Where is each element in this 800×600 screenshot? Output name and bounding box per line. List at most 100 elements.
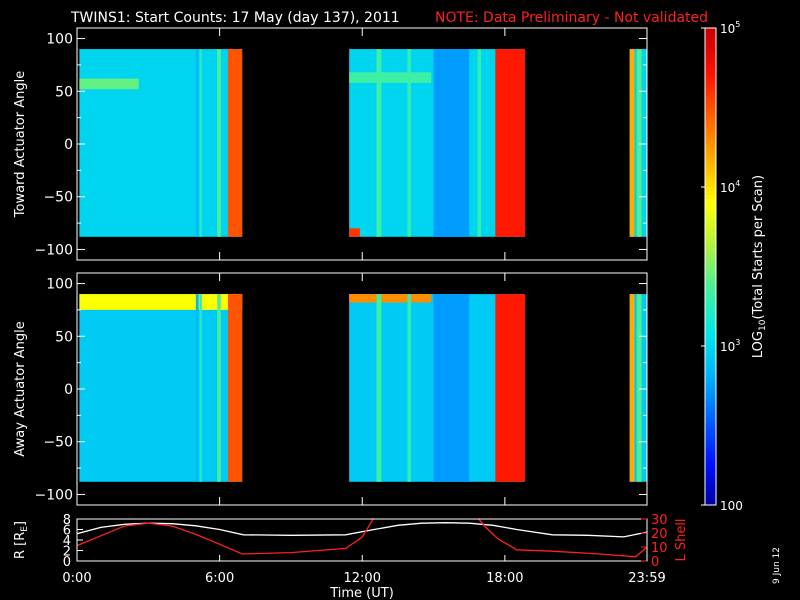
colorbar-segment	[705, 286, 716, 291]
colorbar-segment	[705, 441, 716, 446]
colorbar-segment	[705, 230, 716, 236]
colorbar-segment	[705, 369, 716, 375]
heatmap-angle-band	[349, 228, 360, 237]
colorbar-segment	[705, 71, 716, 77]
colorbar-segment	[705, 187, 716, 192]
r-tick-label: 4	[63, 534, 71, 549]
colorbar-segment	[705, 294, 716, 299]
colorbar-segment	[705, 51, 716, 57]
colorbar-segment	[705, 282, 716, 287]
colorbar-segment	[705, 489, 716, 494]
colorbar-segment	[705, 163, 716, 168]
colorbar-segment	[705, 262, 716, 268]
time-tick-label: 18:00	[486, 571, 523, 586]
heatmap-interval	[79, 294, 243, 482]
y-tick-label: 50	[55, 84, 73, 100]
colorbar-segment	[705, 67, 716, 73]
colorbar-segment	[705, 389, 716, 395]
heatmap-time-band	[407, 294, 411, 482]
colorbar-segment	[705, 405, 716, 411]
time-axis: 0:00 6:00 12:00 18:00 23:59 Time (UT)	[62, 571, 665, 600]
colorbar-segment	[705, 445, 716, 450]
colorbar-segment	[705, 103, 716, 109]
colorbar-segment	[705, 218, 716, 224]
lshell-tick-label: 10	[651, 541, 668, 556]
colorbar-segment	[705, 310, 716, 315]
colorbar-segment	[705, 429, 716, 435]
colorbar-segment	[705, 306, 716, 311]
away-angle-panel: 100 50 0 −50 −100 Away Actuator Angle	[13, 272, 648, 506]
colorbar-segment	[705, 143, 716, 148]
r-tick-label: 8	[63, 513, 71, 528]
colorbar-segment	[705, 171, 716, 176]
colorbar-segment	[705, 123, 716, 128]
heatmap-angle-band	[349, 294, 432, 303]
colorbar-segment	[705, 75, 716, 81]
toward-angle-panel: 100 50 0 −50 −100 Toward Actuator Angle	[13, 27, 648, 261]
colorbar-segment	[705, 155, 716, 160]
colorbar-segment	[705, 349, 716, 355]
colorbar-segment	[705, 457, 716, 462]
colorbar-segment	[705, 469, 716, 474]
heatmap-time-band	[217, 49, 221, 237]
preliminary-note: NOTE: Data Preliminary - Not validated	[435, 10, 708, 26]
lshell-tick-label: 0	[651, 555, 659, 570]
colorbar-segment	[705, 79, 716, 85]
colorbar-segment	[705, 91, 716, 97]
colorbar-segment	[705, 206, 716, 212]
colorbar-segment	[705, 413, 716, 419]
colorbar-segment	[705, 194, 716, 200]
y-tick-label: 0	[64, 382, 73, 398]
colorbar-segment	[705, 421, 716, 427]
heatmap-time-band	[376, 49, 382, 237]
colorbar-segment	[705, 342, 716, 347]
heatmap-time-band	[217, 294, 221, 482]
time-tick-label: 23:59	[628, 571, 665, 586]
heatmap-time-band	[199, 294, 202, 482]
colorbar-segment	[705, 381, 716, 387]
r-tick-label: 6	[63, 524, 71, 539]
colorbar-segment	[705, 63, 716, 69]
colorbar-segment	[705, 373, 716, 379]
colorbar-frame	[704, 27, 717, 506]
colorbar-segment	[705, 449, 716, 454]
colorbar-segment	[705, 346, 716, 351]
y-axis-label: Toward Actuator Angle	[13, 71, 28, 218]
heatmap-angle-band	[79, 78, 139, 90]
colorbar-segment	[705, 119, 716, 124]
colorbar-segment	[705, 485, 716, 490]
r-axis-label: R [RE]	[13, 521, 30, 559]
colorbar-segment	[705, 385, 716, 391]
time-tick-label: 0:00	[62, 571, 91, 586]
colorbar-label: LOG10(Total Starts per Scan)	[751, 175, 768, 358]
y-axis-label: Away Actuator Angle	[13, 321, 28, 456]
heatmap-time-band	[433, 294, 470, 482]
y-tick-label: 100	[46, 277, 73, 293]
colorbar-segment	[705, 43, 716, 49]
colorbar-segment	[705, 214, 716, 220]
colorbar-segment	[705, 266, 716, 272]
colorbar-segment	[705, 453, 716, 458]
colorbar-segment	[705, 302, 716, 307]
colorbar-segment	[705, 250, 716, 256]
colorbar-segment	[705, 258, 716, 264]
colorbar-segment	[705, 322, 716, 327]
colorbar-segment	[705, 409, 716, 415]
heatmap-time-band	[636, 49, 642, 237]
colorbar-segment	[705, 179, 716, 184]
colorbar-segment	[705, 39, 716, 45]
colorbar-segment	[705, 417, 716, 423]
colorbar-segment	[705, 242, 716, 248]
lshell-tick-label: 20	[651, 527, 668, 542]
heatmap-time-band	[407, 49, 411, 237]
time-tick-label: 12:00	[344, 571, 381, 586]
heatmap-time-band	[629, 294, 635, 482]
colorbar-segment	[705, 190, 716, 196]
lshell-axis-label: L Shell	[674, 518, 689, 561]
colorbar-segment	[705, 59, 716, 65]
colorbar-tick-label: 104	[720, 179, 740, 195]
colorbar-segment	[705, 202, 716, 208]
colorbar-segment	[705, 99, 716, 105]
heatmap-time-band	[195, 49, 199, 237]
